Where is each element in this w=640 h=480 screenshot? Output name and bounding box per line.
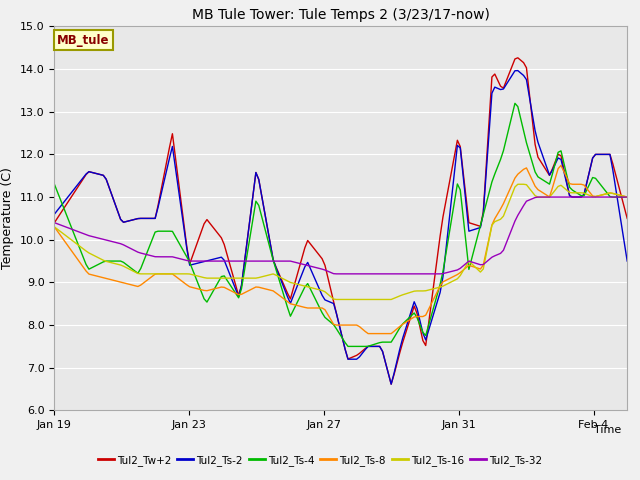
Title: MB Tule Tower: Tule Temps 2 (3/23/17-now): MB Tule Tower: Tule Temps 2 (3/23/17-now… [192,9,490,23]
Text: MB_tule: MB_tule [57,34,110,47]
Legend: Tul2_Tw+2, Tul2_Ts-2, Tul2_Ts-4, Tul2_Ts-8, Tul2_Ts-16, Tul2_Ts-32: Tul2_Tw+2, Tul2_Ts-2, Tul2_Ts-4, Tul2_Ts… [94,451,546,470]
Y-axis label: Temperature (C): Temperature (C) [1,168,14,269]
Text: Time: Time [593,425,621,435]
